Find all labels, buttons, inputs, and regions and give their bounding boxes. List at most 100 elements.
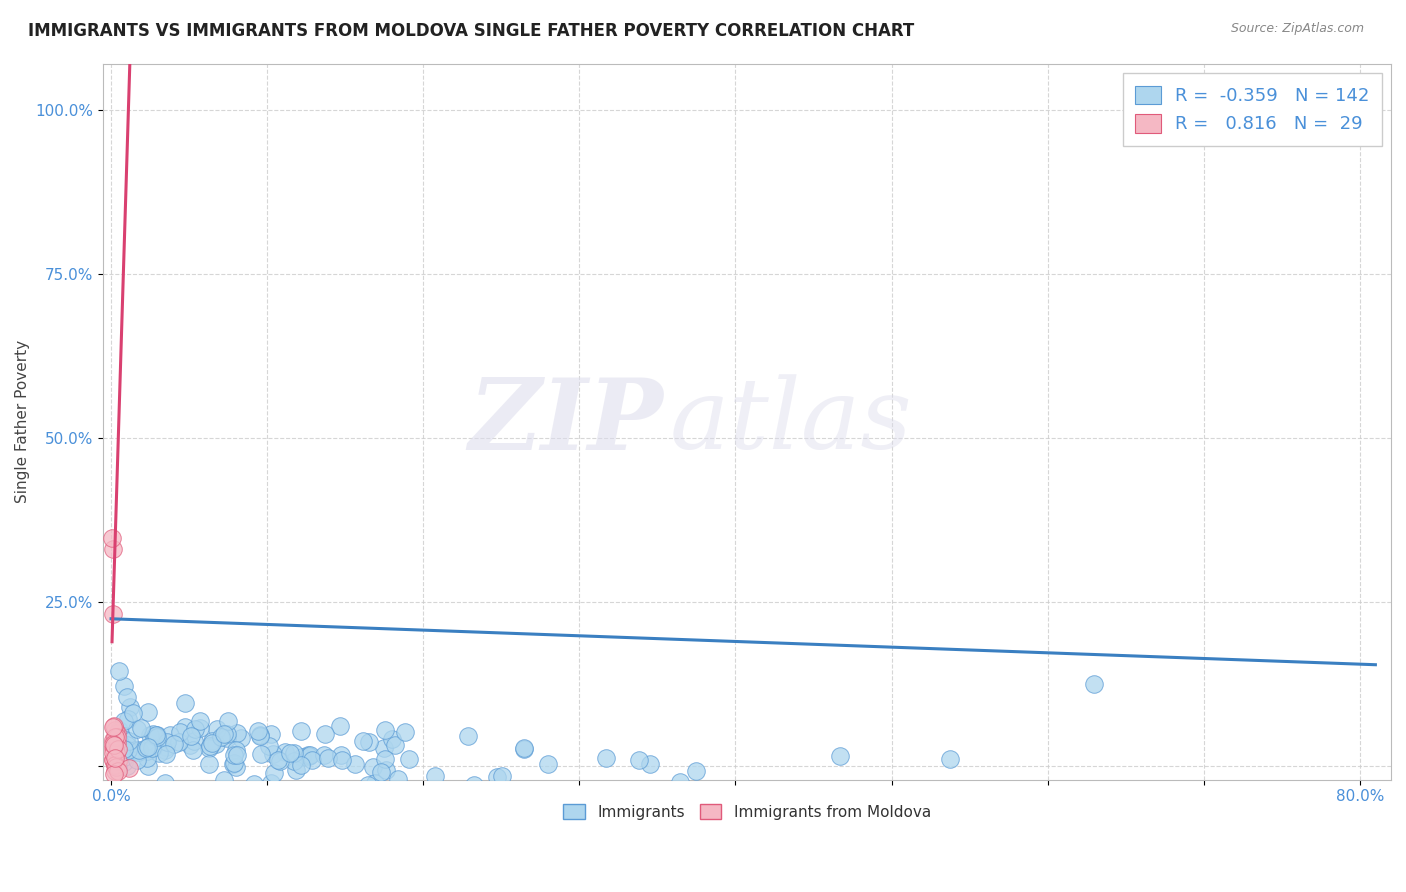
Point: [217, 598, 239, 612]
Point: [297, 636, 319, 650]
Point: [314, 597, 336, 611]
Point: [117, 626, 139, 640]
Point: [101, 615, 124, 630]
Text: atlas: atlas: [669, 374, 912, 469]
Point: [174, 585, 197, 599]
Point: [143, 601, 166, 615]
Point: [211, 603, 233, 617]
Point: [104, 654, 127, 668]
Point: [201, 609, 224, 624]
Point: [370, 666, 392, 681]
Point: [387, 680, 409, 694]
Point: [283, 632, 305, 646]
Point: [298, 638, 321, 652]
Point: [188, 574, 211, 589]
Point: [249, 599, 271, 614]
Point: [226, 595, 249, 609]
Point: [398, 644, 420, 658]
Point: [103, 670, 125, 684]
Point: [260, 598, 283, 612]
Point: [104, 654, 127, 668]
Point: [198, 652, 221, 666]
Y-axis label: Single Father Poverty: Single Father Poverty: [15, 340, 30, 503]
Point: [457, 602, 479, 616]
Point: [129, 587, 152, 601]
Point: [357, 612, 380, 626]
Point: [117, 571, 139, 585]
Text: IMMIGRANTS VS IMMIGRANTS FROM MOLDOVA SINGLE FATHER POVERTY CORRELATION CHART: IMMIGRANTS VS IMMIGRANTS FROM MOLDOVA SI…: [28, 22, 914, 40]
Point: [101, 644, 124, 658]
Point: [638, 652, 661, 666]
Point: [103, 618, 125, 632]
Point: [224, 658, 246, 673]
Text: Source: ZipAtlas.com: Source: ZipAtlas.com: [1230, 22, 1364, 36]
Point: [269, 646, 291, 660]
Point: [139, 599, 162, 614]
Point: [135, 624, 157, 638]
Point: [136, 656, 159, 670]
Point: [485, 675, 508, 690]
Point: [103, 609, 125, 624]
Point: [247, 592, 270, 607]
Point: [222, 636, 245, 650]
Point: [291, 640, 314, 655]
Point: [127, 630, 149, 644]
Point: [163, 616, 186, 631]
Point: [184, 589, 207, 603]
Point: [188, 586, 211, 600]
Point: [384, 617, 406, 632]
Point: [159, 599, 181, 614]
Point: [283, 647, 305, 661]
Point: [361, 657, 384, 672]
Point: [103, 633, 125, 648]
Point: [155, 612, 177, 626]
Point: [374, 663, 396, 677]
Point: [183, 627, 205, 641]
Point: [249, 602, 271, 616]
Point: [198, 619, 221, 633]
Point: [290, 654, 312, 668]
Point: [214, 681, 236, 696]
Point: [373, 623, 395, 637]
Point: [217, 574, 239, 589]
Point: [155, 621, 177, 635]
Point: [226, 637, 249, 651]
Point: [128, 626, 150, 640]
Point: [595, 641, 617, 656]
Point: [103, 378, 125, 392]
Point: [513, 624, 536, 639]
Point: [259, 686, 281, 700]
Point: [463, 690, 485, 704]
Point: [257, 620, 280, 634]
Point: [127, 589, 149, 603]
Point: [142, 623, 165, 637]
Point: [274, 631, 297, 645]
Point: [329, 636, 352, 650]
Point: [329, 583, 352, 598]
Point: [628, 645, 651, 659]
Point: [107, 658, 129, 673]
Point: [155, 687, 177, 701]
Point: [243, 690, 266, 704]
Point: [135, 630, 157, 644]
Point: [222, 653, 245, 667]
Point: [224, 650, 246, 665]
Point: [117, 660, 139, 674]
Point: [198, 624, 221, 638]
Point: [174, 541, 197, 555]
Point: [153, 626, 176, 640]
Point: [364, 686, 387, 700]
Point: [107, 625, 129, 640]
Point: [107, 665, 129, 679]
Point: [118, 609, 141, 624]
Point: [104, 632, 127, 647]
Point: [105, 603, 128, 617]
Point: [101, 241, 124, 255]
Point: [108, 611, 131, 625]
Point: [284, 664, 307, 678]
Point: [301, 645, 323, 659]
Point: [104, 706, 127, 721]
Point: [107, 591, 129, 605]
Point: [148, 632, 170, 646]
Point: [314, 636, 336, 650]
